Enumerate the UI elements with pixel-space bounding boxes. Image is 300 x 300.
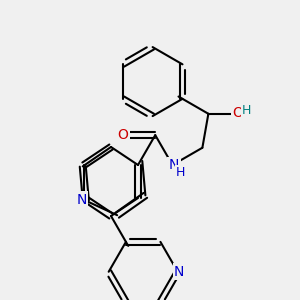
Text: O: O: [232, 106, 243, 120]
Text: H: H: [242, 104, 251, 117]
Text: N: N: [76, 193, 87, 206]
Text: N: N: [174, 265, 184, 279]
Text: O: O: [117, 128, 128, 142]
Text: N: N: [169, 158, 179, 172]
Text: H: H: [176, 166, 186, 179]
